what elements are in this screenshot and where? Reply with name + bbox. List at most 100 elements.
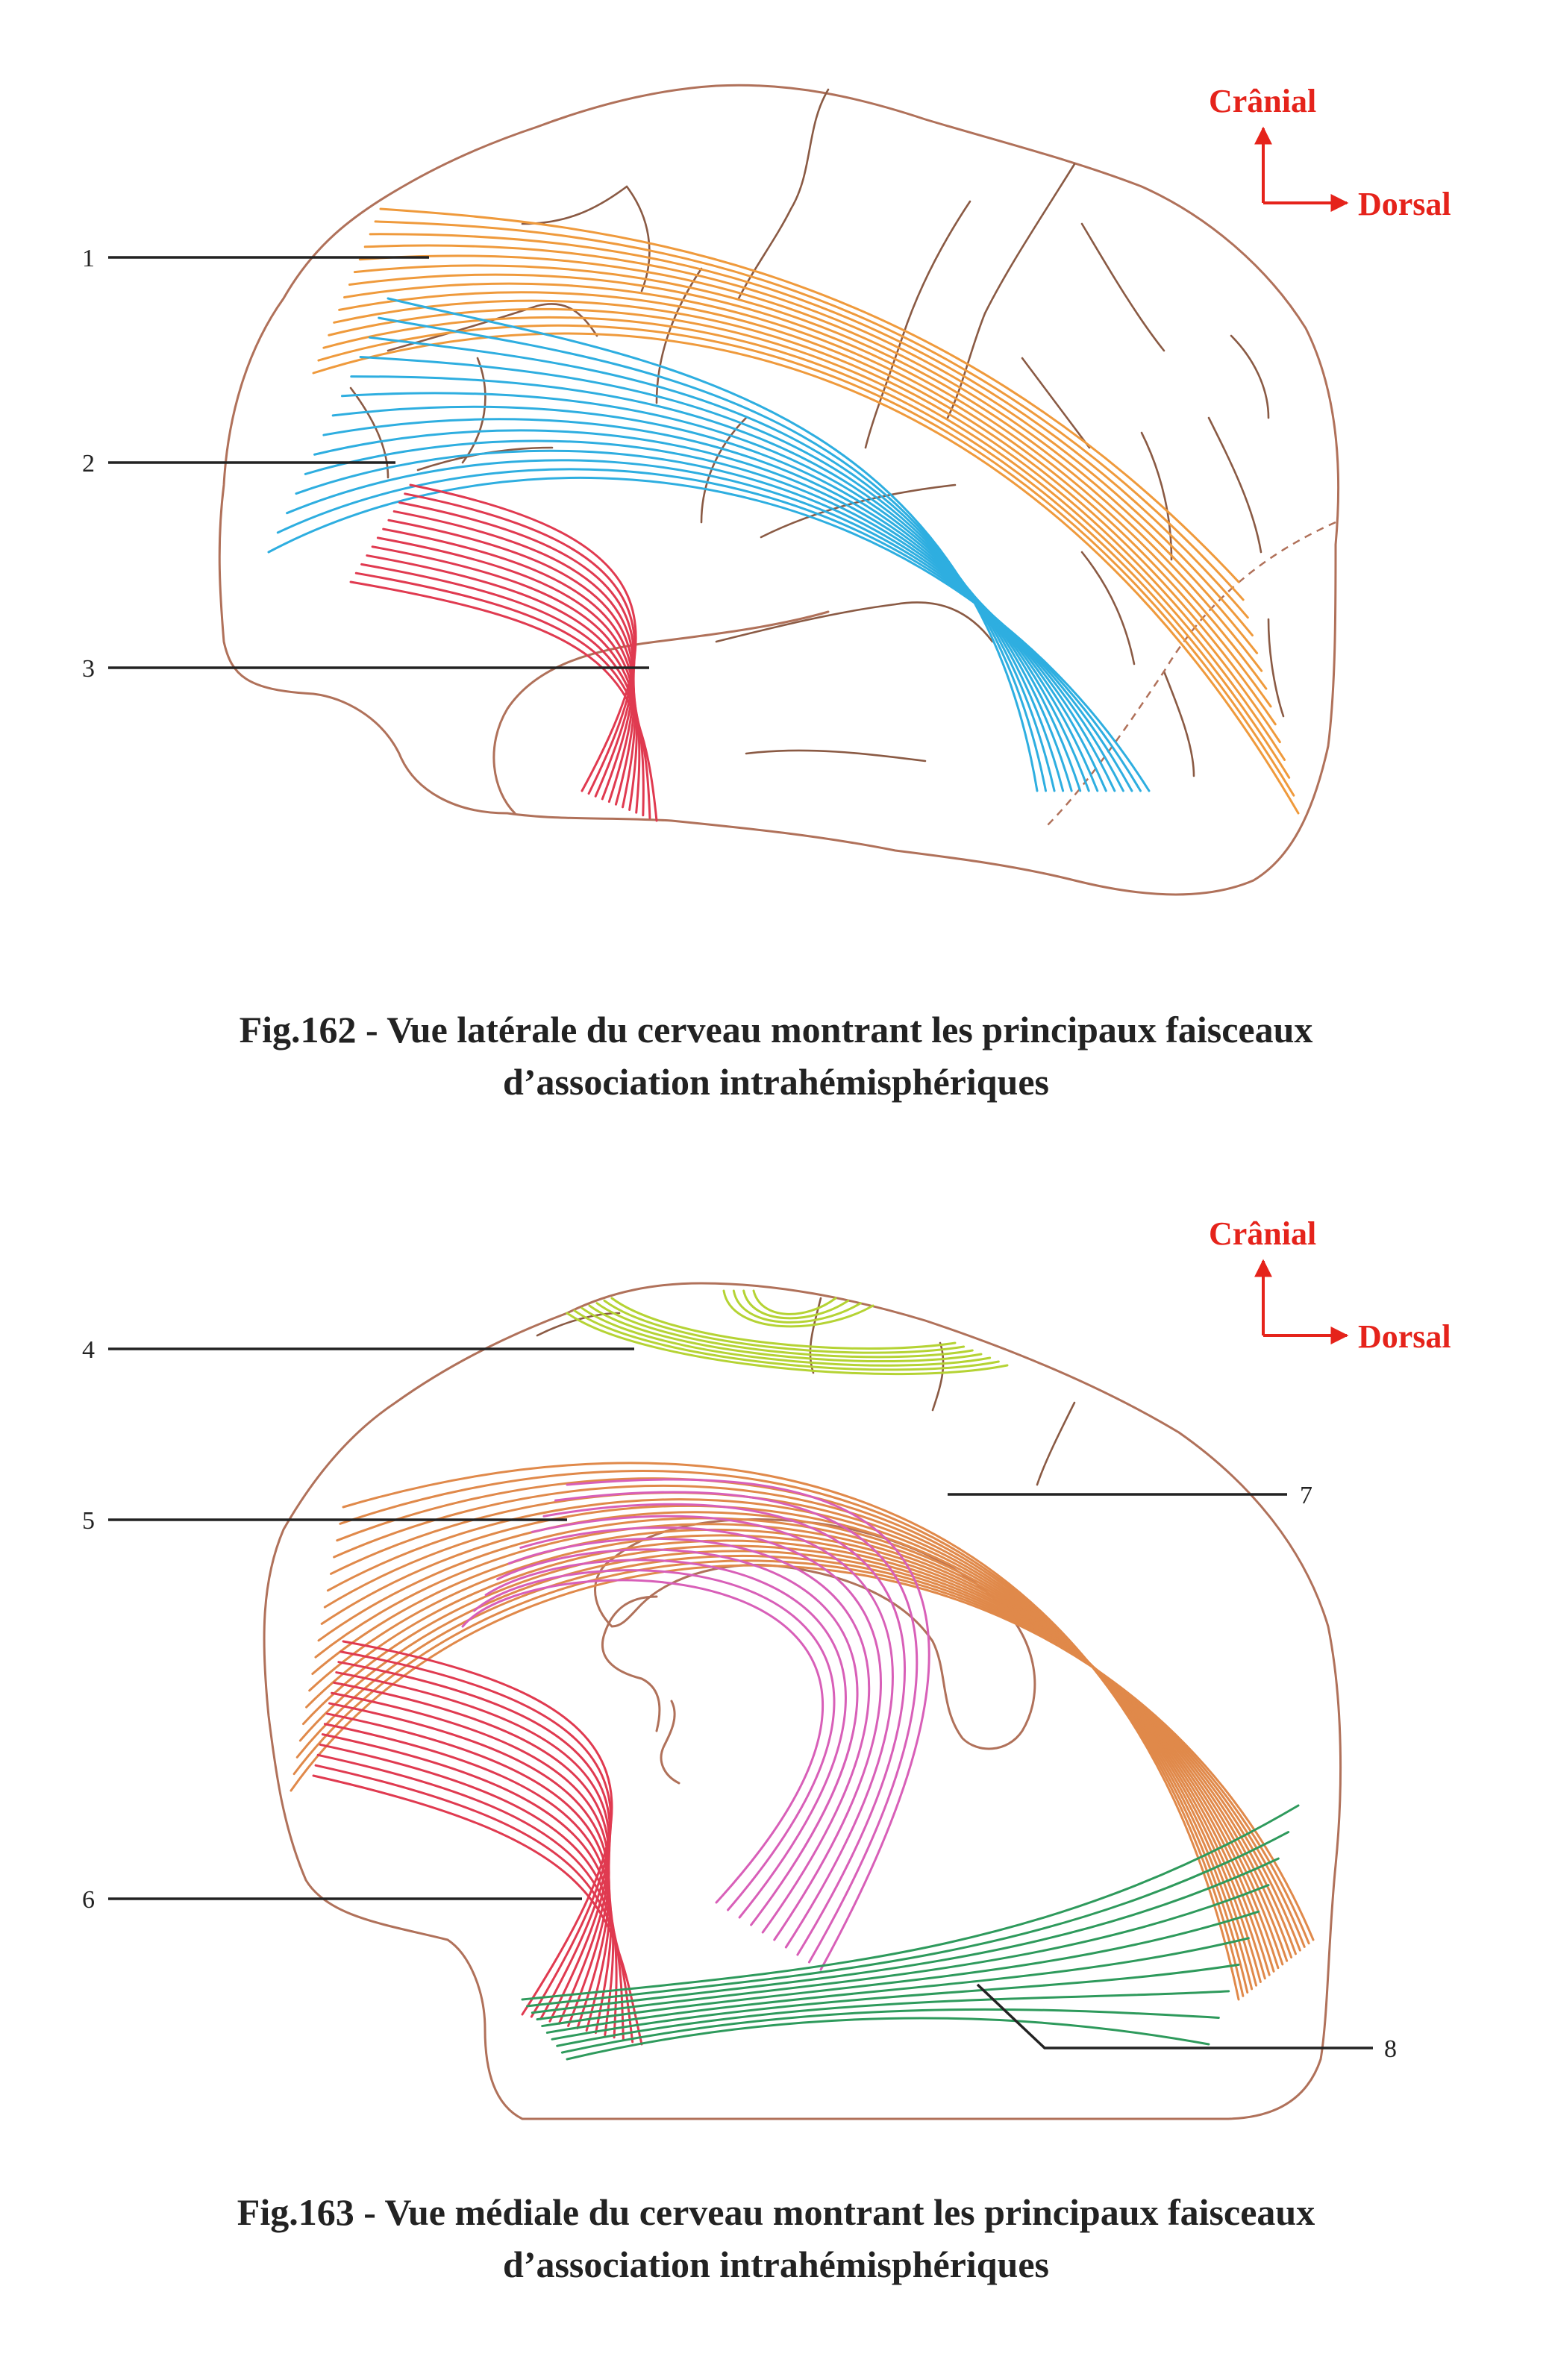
fig163-bundle-6-uncinate — [312, 1640, 643, 2046]
fig163-bundle-7-fiber — [342, 1462, 1240, 2001]
fig162-dashed-boundary — [1044, 521, 1336, 829]
fig162-label-2: 2 — [82, 450, 95, 477]
fig163-bundle-4-cingulum-superior — [566, 1289, 1009, 1376]
fig163-callosal-region — [601, 1595, 680, 1785]
fig163-bundle-8-fiber — [545, 1937, 1250, 2034]
fig163-label-5: 5 — [82, 1507, 95, 1535]
fig162-bundle-2-fiber — [331, 405, 1090, 792]
fig163-bundle-7-fiber — [308, 1534, 1289, 1962]
fig163-bundle-8-fiber — [566, 2017, 1210, 2061]
fig163-bundle-5-fiber — [461, 1579, 824, 1904]
fig162-bundle-3-fiber — [387, 519, 635, 804]
fig163-label-7: 7 — [1300, 1482, 1312, 1509]
fig163-dorsal-label: Dorsal — [1358, 1318, 1451, 1355]
fig163-bundle-7-fiber — [323, 1505, 1266, 1980]
fig163-bundle-8-fiber — [531, 1857, 1280, 2014]
fig163-bundle-5-fiber — [484, 1559, 847, 1919]
fig162-bundle-3-fiber — [398, 501, 636, 798]
fig163-bundle-7-fiber — [305, 1539, 1293, 1959]
fig163-bundle-7-fiber — [290, 1564, 1315, 1941]
fig163-bundle-7-cingulum — [290, 1462, 1315, 2001]
fig163-bundle-6-fiber — [312, 1774, 643, 2046]
fig163-bundle-4-fiber — [595, 1302, 974, 1359]
fig163-bundle-5-fiber — [566, 1478, 930, 1971]
fig163-bundle-5-fiber — [554, 1491, 919, 1964]
fig163-bundle-5-arcuate — [461, 1478, 930, 1971]
fig163-bundle-8-fiber — [551, 1963, 1240, 2041]
fig163-bundle-4b-fiber — [722, 1289, 874, 1328]
fig163-label-4: 4 — [82, 1336, 95, 1364]
fig162-bundle-2-fiber — [350, 375, 1073, 792]
fig163-cranial-label: Crânial — [1209, 1215, 1316, 1252]
fig163-orientation-arrows: Crânial Dorsal — [1209, 1215, 1451, 1355]
fig162-bundle-3-fiber — [376, 536, 636, 809]
fig163-bundle-7-fiber — [314, 1523, 1280, 1970]
fig162-bundle-3-fiber — [349, 580, 658, 822]
fig163-bundle-7-fiber — [320, 1511, 1271, 1976]
fig163-bundle-4-fiber — [588, 1304, 983, 1363]
fig163-bundle-4b-fiber — [732, 1289, 862, 1324]
fig162-bundle-3-fiber — [392, 510, 635, 801]
fig162-bundle-2-fiber — [378, 316, 1048, 792]
fig162-bundle-2-fiber — [295, 449, 1124, 792]
fig162-temporal-pole — [492, 610, 830, 815]
fig162-caption-line1: Fig.162 - Vue latérale du cerveau montra… — [239, 1009, 1313, 1050]
fig162-bundle-2-fiber — [304, 439, 1116, 792]
fig163-bundle-6-fiber — [321, 1733, 615, 2037]
fig163-bundle-8-fiber — [556, 1990, 1230, 2047]
fig163-bundle-7-fiber — [301, 1544, 1297, 1955]
fig162-bundle-2-fiber — [359, 355, 1065, 792]
fig162-bundle-2-fiber — [368, 336, 1056, 792]
fig162-bundle-2-fiber — [286, 459, 1133, 792]
fig163-bundle-6-fiber — [328, 1702, 610, 2029]
fig162-bundle-3-uncinate — [349, 483, 658, 822]
fig163-bundle-8-fiber — [560, 2008, 1220, 2054]
fig163-bundle-7-fiber — [298, 1550, 1301, 1952]
fig163-bundle-6-fiber — [314, 1764, 634, 2044]
fig162-bundle-3-fiber — [371, 545, 638, 811]
fig163-bundle-4b-fiber — [752, 1289, 837, 1315]
fig162-bundle-1-fiber — [348, 273, 1268, 690]
fig162-bundle-2-fiber — [340, 392, 1082, 792]
fig163-bundle-8-fiber — [536, 1884, 1270, 2021]
fig162-bundle-2-fiber — [322, 418, 1099, 792]
fig162-dorsal-label: Dorsal — [1358, 186, 1451, 222]
fig163-bundle-6-fiber — [340, 1650, 613, 2018]
fig163-bundle-5-fiber — [542, 1503, 906, 1956]
fig162-bundle-3-fiber — [366, 554, 641, 814]
fig163-bundle-5-fiber — [531, 1515, 894, 1949]
fig163-bundle-5-fiber — [473, 1569, 836, 1911]
fig163-bundle-7-fiber — [330, 1491, 1258, 1987]
fig163-bundle-6-fiber — [335, 1671, 611, 2023]
fig162-bundle-1-fiber — [338, 291, 1277, 726]
fig162-label-3: 3 — [82, 655, 95, 683]
fig163-bundle-7-fiber — [333, 1484, 1254, 1991]
fig162-cranial-label: Crânial — [1209, 83, 1316, 119]
fig162-label-1: 1 — [82, 245, 95, 272]
fig162-bundle-1-fiber — [358, 254, 1259, 654]
fig163-label-8: 8 — [1384, 2035, 1397, 2063]
fig163-bundle-6-fiber — [331, 1691, 610, 2027]
fig162-bundle-1-fiber — [369, 233, 1249, 619]
fig162-caption-line2: d’association intrahémisphériques — [502, 1061, 1049, 1103]
fig162-brain-outline — [218, 84, 1340, 896]
fig163-bundle-4b-fiber — [742, 1289, 850, 1320]
fig162-bundle-1-fiber — [322, 316, 1291, 779]
fig163-bundle-8-fiber — [526, 1831, 1290, 2008]
fig163-bundle-6-fiber — [323, 1723, 613, 2035]
fig163-bundle-5-fiber — [496, 1548, 859, 1926]
fig162-bundle-2-fiber — [267, 476, 1151, 792]
fig162-bundle-2-fiber — [313, 429, 1107, 792]
fig162-bundle-3-fiber — [382, 527, 636, 806]
fig163-bundle-6-fiber — [319, 1743, 618, 2039]
fig163-bundle-5-fiber — [507, 1537, 871, 1934]
fig162-bundle-3-fiber — [360, 563, 645, 817]
fig162-diagram: 1 2 3 Crânial Dorsal — [82, 83, 1451, 896]
fig163-bundle-8-fiber — [521, 1804, 1300, 2001]
fig163-bundle-6-fiber — [337, 1661, 611, 2020]
fig163-bundle-7-fiber — [339, 1470, 1245, 1997]
fig162-bundle-1-fiber — [343, 282, 1272, 708]
fig163-bundle-7-fiber — [326, 1498, 1262, 1983]
fig163-bundle-6-fiber — [342, 1640, 613, 2016]
